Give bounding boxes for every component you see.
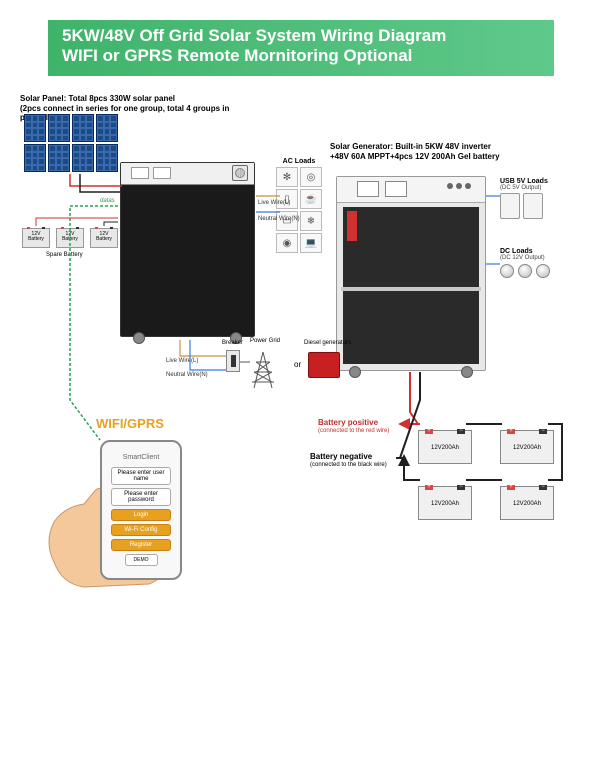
title-line1: 5KW/48V Off Grid Solar System Wiring Dia… [62, 26, 540, 46]
diesel-generator-icon [308, 352, 340, 378]
bulb-icon [518, 264, 532, 278]
smartphone-mockup: SmartClient Please enter user name Pleas… [100, 440, 182, 580]
live-wire-label: Live Wire(L) [258, 200, 290, 206]
solar-panel [96, 114, 118, 142]
breaker-switch-icon [131, 167, 149, 179]
dc-loads-block: DC Loads (DC 12V Output) [500, 248, 580, 278]
solar-panel [72, 144, 94, 172]
load-washer-icon: ◎ [300, 167, 322, 187]
bulb-icon [500, 264, 514, 278]
cabinet-control-panel [121, 163, 254, 185]
datas-label: datas [100, 198, 115, 204]
gel-battery: 12V200Ah [500, 486, 554, 520]
solar-title: Solar Panel: Total 8pcs 330W solar panel [20, 94, 175, 103]
title-banner: 5KW/48V Off Grid Solar System Wiring Dia… [48, 20, 554, 76]
or-label: or [294, 360, 301, 369]
solar-panel [72, 114, 94, 142]
generator-control-panel [337, 177, 485, 203]
power-grid-label: Power Grid [250, 338, 280, 345]
dc-subtitle: (DC 12V Output) [500, 255, 580, 261]
solar-panel [48, 114, 70, 142]
battery-negative-sub: (connected to the black wire) [310, 462, 387, 469]
load-fan-icon: ✻ [276, 167, 298, 187]
load-kettle-icon: ☕ [300, 189, 322, 209]
caster-wheel-icon [133, 332, 145, 344]
battery-negative-label: Battery negative [310, 452, 372, 462]
breaker-label: Breaker [222, 340, 243, 347]
caster-wheel-icon [461, 366, 473, 378]
solar-panel [48, 144, 70, 172]
tablet-icon [523, 193, 543, 219]
gel-battery: 12V200Ah [500, 430, 554, 464]
inverter-cabinet [120, 162, 255, 337]
gel-battery: 12V200Ah [418, 486, 472, 520]
generator-label: Solar Generator: Built-in 5KW 48V invert… [330, 142, 580, 161]
register-button[interactable]: Register [111, 539, 170, 551]
login-button[interactable]: Login [111, 509, 170, 521]
load-laptop-icon: 💻 [300, 233, 322, 253]
usb-loads-block: USB 5V Loads (DC 5V Output) [500, 178, 580, 219]
display-panel-icon [385, 181, 407, 197]
fan-vent-icon [232, 165, 248, 181]
gel-battery: 12V200Ah [418, 430, 472, 464]
caster-wheel-icon [349, 366, 361, 378]
cabinet-shelf [341, 287, 481, 291]
solar-panel [24, 114, 46, 142]
diesel-label: Diesel generators [304, 340, 351, 347]
gen-title: Solar Generator: [330, 142, 393, 151]
wifi-config-button[interactable]: Wi-Fi Config [111, 524, 170, 536]
load-ac-icon: ❄ [300, 211, 322, 231]
load-cooker-icon: ◉ [276, 233, 298, 253]
dc-title: DC Loads [500, 248, 580, 255]
load-fridge-icon: ▯ [276, 189, 298, 209]
usb-subtitle: (DC 5V Output) [500, 185, 580, 191]
neutral-wire-label2: Neutral Wire(N) [166, 372, 208, 378]
gen-desc2: +48V 60A MPPT+4pcs 12V 200Ah Gel battery [330, 152, 500, 161]
solar-generator-cabinet [336, 176, 486, 371]
spare-battery: 12V Battery [90, 228, 118, 248]
cabinet-interior [343, 207, 479, 364]
display-panel-icon [357, 181, 379, 197]
title-line2: WIFI or GPRS Remote Mornitoring Optional [62, 46, 540, 66]
tablet-icon [500, 193, 520, 219]
app-brand: SmartClient [108, 454, 174, 461]
usb-title: USB 5V Loads [500, 178, 580, 185]
bulb-icon [536, 264, 550, 278]
breaker-switch-icon [153, 167, 171, 179]
battery-positive-label: Battery positive [318, 418, 378, 428]
breaker-icon [226, 350, 240, 372]
solar-panel [96, 144, 118, 172]
username-input[interactable]: Please enter user name [111, 467, 170, 485]
wifi-gprs-title: WIFI/GPRS [96, 416, 164, 431]
spare-battery: 12V Battery [56, 228, 84, 248]
red-cable-icon [347, 211, 357, 241]
gen-desc1: Built-in 5KW 48V inverter [395, 142, 491, 151]
solar-panel [24, 144, 46, 172]
power-grid-icon [248, 350, 288, 396]
password-input[interactable]: Please enter password [111, 488, 170, 506]
battery-positive-sub: (connected to the red wire) [318, 428, 389, 435]
ac-loads-grid: ✻ ◎ ▯ ☕ ▭ ❄ ◉ 💻 [272, 167, 326, 253]
spare-battery-label: Spare Battery [46, 252, 83, 259]
control-buttons-icon [447, 183, 471, 189]
spare-battery: 12V Battery [22, 228, 50, 248]
ac-loads-title: AC Loads [272, 158, 326, 165]
demo-button[interactable]: DEMO [125, 554, 158, 566]
neutral-wire-label: Neutral Wire(N) [258, 216, 300, 222]
solar-panel-array [24, 114, 118, 172]
live-wire-label2: Live Wire(L) [166, 358, 198, 364]
